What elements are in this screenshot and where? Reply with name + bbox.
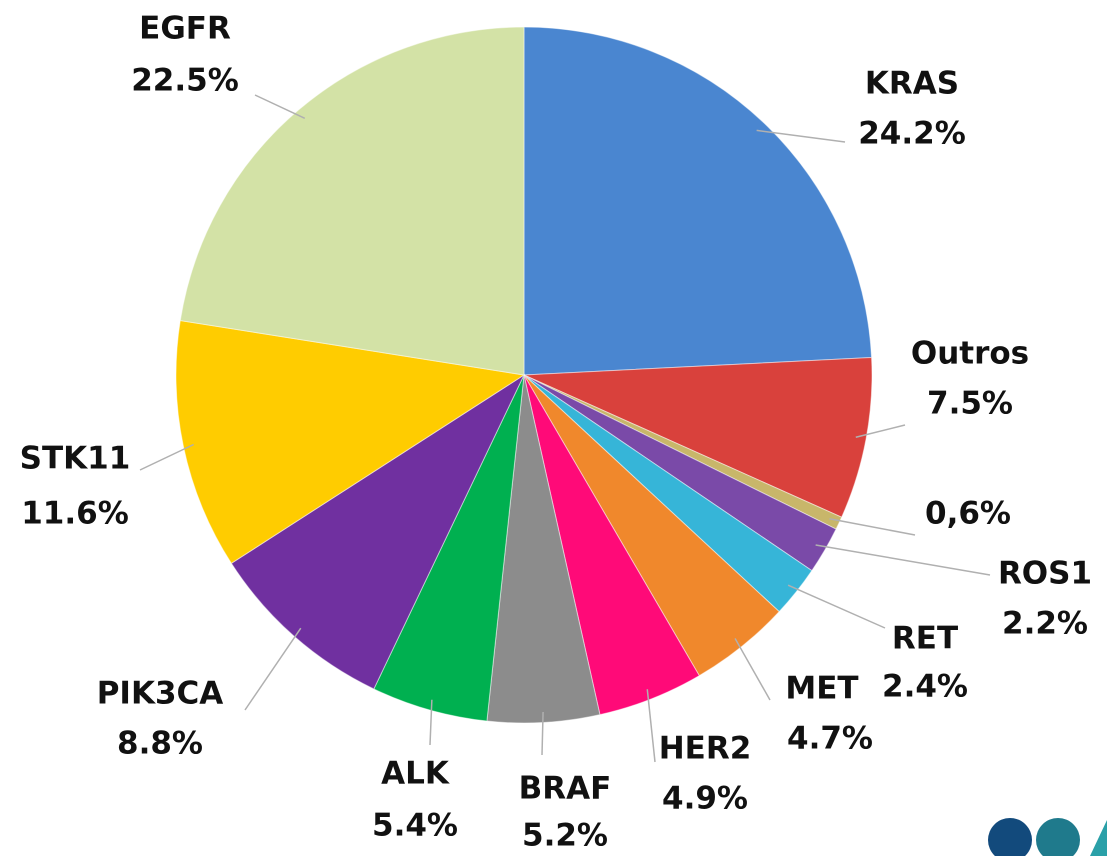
leader-line: [734, 638, 771, 701]
slice-label: MET: [785, 671, 858, 707]
value-label: 8.8%: [117, 726, 203, 762]
leader-line: [815, 544, 991, 576]
leader-line: [646, 689, 656, 763]
logo-mark: [1090, 820, 1107, 856]
leader-line: [254, 94, 306, 119]
slice-label: PIK3CA: [97, 676, 224, 712]
value-label: 4.9%: [662, 781, 748, 817]
slice-label: BRAF: [519, 771, 612, 807]
value-label: 2.2%: [1002, 606, 1088, 642]
leader-line: [829, 517, 916, 536]
leader-line: [541, 712, 544, 756]
leader-line: [855, 424, 906, 438]
slice-label: HER2: [659, 731, 752, 767]
slice-label: KRAS: [865, 66, 959, 102]
leader-line: [244, 627, 302, 711]
value-label: 11.6%: [21, 496, 129, 532]
value-label: 22.5%: [131, 63, 239, 99]
leader-line: [429, 699, 433, 746]
slice-label: ROS1: [998, 556, 1092, 592]
logo-dot: [1036, 818, 1080, 856]
slice-label: RET: [892, 621, 958, 657]
pie-slice: [523, 26, 873, 376]
slice-label: STK11: [20, 441, 131, 477]
logo: [988, 818, 1107, 856]
leader-line: [787, 584, 886, 629]
value-label: 0,6%: [925, 496, 1011, 532]
pie-slice: [175, 319, 526, 565]
pie-slice: [523, 356, 873, 518]
logo-dot: [988, 818, 1032, 856]
value-label: 4.7%: [787, 721, 873, 757]
value-label: 7.5%: [927, 386, 1013, 422]
value-label: 24.2%: [858, 116, 966, 152]
leader-line: [756, 129, 846, 143]
slice-label: ALK: [381, 756, 450, 792]
value-label: 5.4%: [372, 808, 458, 844]
pie-slice: [230, 373, 526, 690]
pie-slice: [179, 26, 525, 376]
slice-label: Outros: [911, 336, 1029, 372]
slice-label: EGFR: [139, 11, 231, 47]
value-label: 5.2%: [522, 818, 608, 854]
value-label: 2.4%: [882, 669, 968, 705]
leader-line: [139, 443, 194, 471]
